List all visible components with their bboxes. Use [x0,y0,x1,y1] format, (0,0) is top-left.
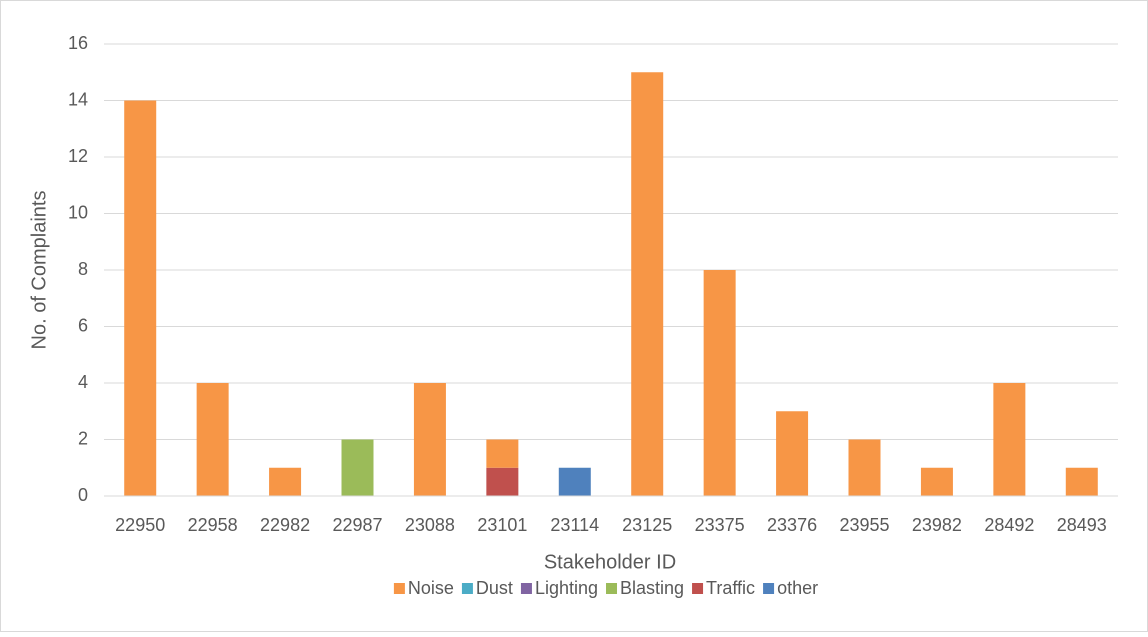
legend-swatch [606,583,618,594]
x-tick-label: 23375 [695,515,745,535]
bar-segment [558,467,591,496]
bar-segment [269,467,302,496]
legend-swatch [692,583,704,594]
bar-segment [124,100,157,496]
y-axis-title: No. of Complaints [28,191,50,350]
legend-swatch [461,583,473,594]
x-tick-label: 23114 [550,515,599,535]
bar-segment [631,72,664,496]
legend-label: Traffic [706,578,755,598]
bar-segment [196,383,229,496]
x-tick-label: 23376 [767,515,817,535]
bar-segment [1065,467,1098,496]
legend-swatch [393,583,405,594]
bar-segment [703,270,736,496]
bar-segment [993,383,1026,496]
bar-segment [341,439,374,496]
y-tick-label: 6 [78,315,88,335]
x-axis-title: Stakeholder ID [544,551,676,573]
y-tick-label: 10 [68,202,88,222]
bar-segment [920,467,953,496]
legend-label: Blasting [620,578,684,598]
x-tick-label: 28492 [984,515,1034,535]
x-tick-label: 23088 [405,515,455,535]
y-tick-label: 14 [68,89,88,109]
x-tick-label: 22982 [260,515,310,535]
y-tick-label: 16 [68,33,88,53]
legend-swatch [763,583,775,594]
x-tick-label: 22987 [332,515,382,535]
legend-label: Noise [408,578,454,598]
y-tick-label: 2 [78,428,88,448]
bar-segment [486,467,519,496]
x-tick-label: 23982 [912,515,962,535]
bar-segment [486,439,519,468]
y-tick-label: 4 [78,372,88,392]
x-tick-label: 22950 [115,515,165,535]
bar-segment [413,383,446,496]
legend-label: Dust [476,578,513,598]
legend-swatch [520,583,532,594]
bar-segment [848,439,881,496]
x-tick-label: 28493 [1057,515,1107,535]
legend-label: Lighting [535,578,598,598]
y-tick-label: 8 [78,259,88,279]
y-tick-label: 12 [68,146,88,166]
y-tick-label: 0 [78,485,88,505]
x-tick-label: 23955 [839,515,889,535]
legend-label: other [777,578,818,598]
x-tick-label: 23125 [622,515,672,535]
x-tick-label: 22958 [188,515,238,535]
x-tick-label: 23101 [477,515,527,535]
bar-segment [776,411,809,496]
